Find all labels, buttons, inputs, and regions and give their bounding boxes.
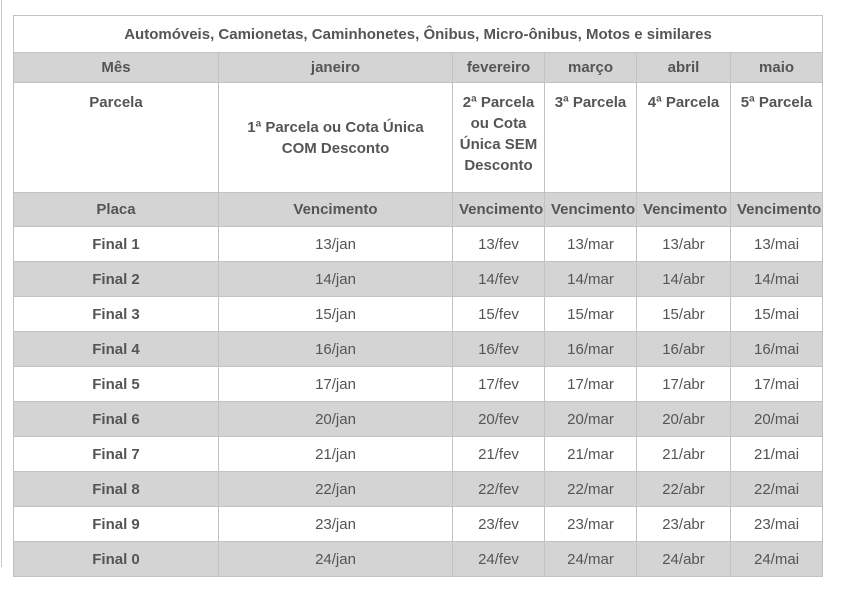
vencimento-date-cell: 17/jan [218, 366, 453, 402]
vencimento-date-cell: 13/jan [218, 226, 453, 262]
table-row: Final 0 24/jan 24/fev 24/mar 24/abr 24/mai [13, 541, 824, 577]
parcela-cell-marco: 3ª Parcela [544, 82, 637, 193]
vencimento-date-cell: 23/mar [544, 506, 637, 542]
parcela-cell-abril: 4ª Parcela [636, 82, 731, 193]
vencimento-date-cell: 13/fev [452, 226, 545, 262]
vencimento-date-cell: 16/mar [544, 331, 637, 367]
table-row: Final 4 16/jan 16/fev 16/mar 16/abr 16/mai [13, 331, 824, 367]
table-row: Final 2 14/jan 14/fev 14/mar 14/abr 14/mai [13, 261, 824, 297]
vencimento-header-row: Placa Vencimento Vencimento Vencimento V… [13, 192, 824, 227]
vencimento-date-cell: 16/mai [729, 331, 824, 367]
vencimento-header-janeiro: Vencimento [218, 192, 453, 227]
vencimento-date-cell: 23/mai [729, 506, 824, 542]
vencimento-date-cell: 20/jan [218, 401, 453, 437]
vencimento-date-cell: 22/jan [218, 471, 453, 507]
placa-final-label: Final 3 [13, 296, 219, 332]
vencimento-date-cell: 17/mai [729, 366, 824, 402]
vencimento-date-cell: 13/mar [544, 226, 637, 262]
parcela-header-row: Parcela 1ª Parcela ou Cota Única COM Des… [13, 82, 824, 193]
vencimento-date-cell: 24/fev [452, 541, 545, 577]
vencimento-date-cell: 24/jan [218, 541, 453, 577]
vencimento-date-cell: 14/abr [636, 261, 731, 297]
table-row: Final 7 21/jan 21/fev 21/mar 21/abr 21/mai [13, 436, 824, 472]
month-cell-maio: maio [729, 52, 824, 83]
placa-header-label: Placa [13, 192, 219, 227]
vencimento-date-cell: 13/abr [636, 226, 731, 262]
table-title: Automóveis, Camionetas, Caminhonetes, Ôn… [12, 15, 824, 53]
month-cell-marco: março [544, 52, 637, 83]
vencimento-date-cell: 21/jan [218, 436, 453, 472]
vencimento-date-cell: 15/mar [544, 296, 637, 332]
vencimento-header-abril: Vencimento [636, 192, 731, 227]
vencimento-date-cell: 16/fev [452, 331, 545, 367]
ipva-payment-schedule-table: Automóveis, Camionetas, Caminhonetes, Ôn… [12, 15, 824, 577]
vencimento-date-cell: 13/mai [729, 226, 824, 262]
vencimento-date-cell: 15/fev [452, 296, 545, 332]
table-row: Final 1 13/jan 13/fev 13/mar 13/abr 13/mai [13, 226, 824, 262]
placa-final-label: Final 5 [13, 366, 219, 402]
placa-final-label: Final 8 [13, 471, 219, 507]
parcela-cell-janeiro: 1ª Parcela ou Cota Única COM Desconto [218, 82, 453, 193]
table-row: Final 3 15/jan 15/fev 15/mar 15/abr 15/mai [13, 296, 824, 332]
page-left-edge-line [1, 0, 2, 567]
month-cell-janeiro: janeiro [218, 52, 453, 83]
vencimento-date-cell: 21/mai [729, 436, 824, 472]
vencimento-date-cell: 17/abr [636, 366, 731, 402]
placa-final-label: Final 1 [13, 226, 219, 262]
vencimento-date-cell: 23/fev [452, 506, 545, 542]
placa-final-label: Final 7 [13, 436, 219, 472]
title-row: Automóveis, Camionetas, Caminhonetes, Ôn… [12, 15, 824, 53]
table-row: Final 6 20/jan 20/fev 20/mar 20/abr 20/mai [13, 401, 824, 437]
vencimento-date-cell: 17/mar [544, 366, 637, 402]
vencimento-header-fevereiro: Vencimento [452, 192, 545, 227]
vencimento-date-cell: 24/mar [544, 541, 637, 577]
vencimento-date-cell: 16/abr [636, 331, 731, 367]
vencimento-header-marco: Vencimento [544, 192, 637, 227]
table-row: Final 5 17/jan 17/fev 17/mar 17/abr 17/mai [13, 366, 824, 402]
vencimento-date-cell: 22/fev [452, 471, 545, 507]
table-row: Final 9 23/jan 23/fev 23/mar 23/abr 23/mai [13, 506, 824, 542]
month-cell-fevereiro: fevereiro [452, 52, 545, 83]
vencimento-date-cell: 21/fev [452, 436, 545, 472]
vencimento-date-cell: 22/mai [729, 471, 824, 507]
vencimento-date-cell: 22/abr [636, 471, 731, 507]
month-cell-abril: abril [636, 52, 731, 83]
placa-final-label: Final 4 [13, 331, 219, 367]
vencimento-date-cell: 24/mai [729, 541, 824, 577]
vencimento-date-cell: 15/mai [729, 296, 824, 332]
placa-final-label: Final 2 [13, 261, 219, 297]
vencimento-date-cell: 14/fev [452, 261, 545, 297]
vencimento-date-cell: 23/abr [636, 506, 731, 542]
vencimento-date-cell: 15/abr [636, 296, 731, 332]
vencimento-date-cell: 22/mar [544, 471, 637, 507]
parcela-cell-fevereiro: 2ª Parcela ou Cota Única SEM Desconto [452, 82, 545, 193]
placa-final-label: Final 6 [13, 401, 219, 437]
schedule-rows: Final 1 13/jan 13/fev 13/mar 13/abr 13/mai Fin… [13, 226, 824, 577]
parcela-cell-maio: 5ª Parcela [729, 82, 824, 193]
vencimento-date-cell: 14/mai [729, 261, 824, 297]
vencimento-date-cell: 20/abr [636, 401, 731, 437]
placa-final-label: Final 9 [13, 506, 219, 542]
vencimento-date-cell: 21/abr [636, 436, 731, 472]
vencimento-date-cell: 24/abr [636, 541, 731, 577]
table-row: Final 8 22/jan 22/fev 22/mar 22/abr 22/mai [13, 471, 824, 507]
vencimento-date-cell: 16/jan [218, 331, 453, 367]
month-header-row: Mês janeiro fevereiro março abril maio [13, 52, 824, 83]
parcela-header-label: Parcela [13, 82, 219, 193]
vencimento-date-cell: 23/jan [218, 506, 453, 542]
vencimento-header-maio: Vencimento [729, 192, 824, 227]
vencimento-date-cell: 14/jan [218, 261, 453, 297]
vencimento-date-cell: 14/mar [544, 261, 637, 297]
vencimento-date-cell: 21/mar [544, 436, 637, 472]
vencimento-date-cell: 20/fev [452, 401, 545, 437]
vencimento-date-cell: 20/mar [544, 401, 637, 437]
vencimento-date-cell: 20/mai [729, 401, 824, 437]
month-header-label: Mês [13, 52, 219, 83]
vencimento-date-cell: 17/fev [452, 366, 545, 402]
vencimento-date-cell: 15/jan [218, 296, 453, 332]
placa-final-label: Final 0 [13, 541, 219, 577]
